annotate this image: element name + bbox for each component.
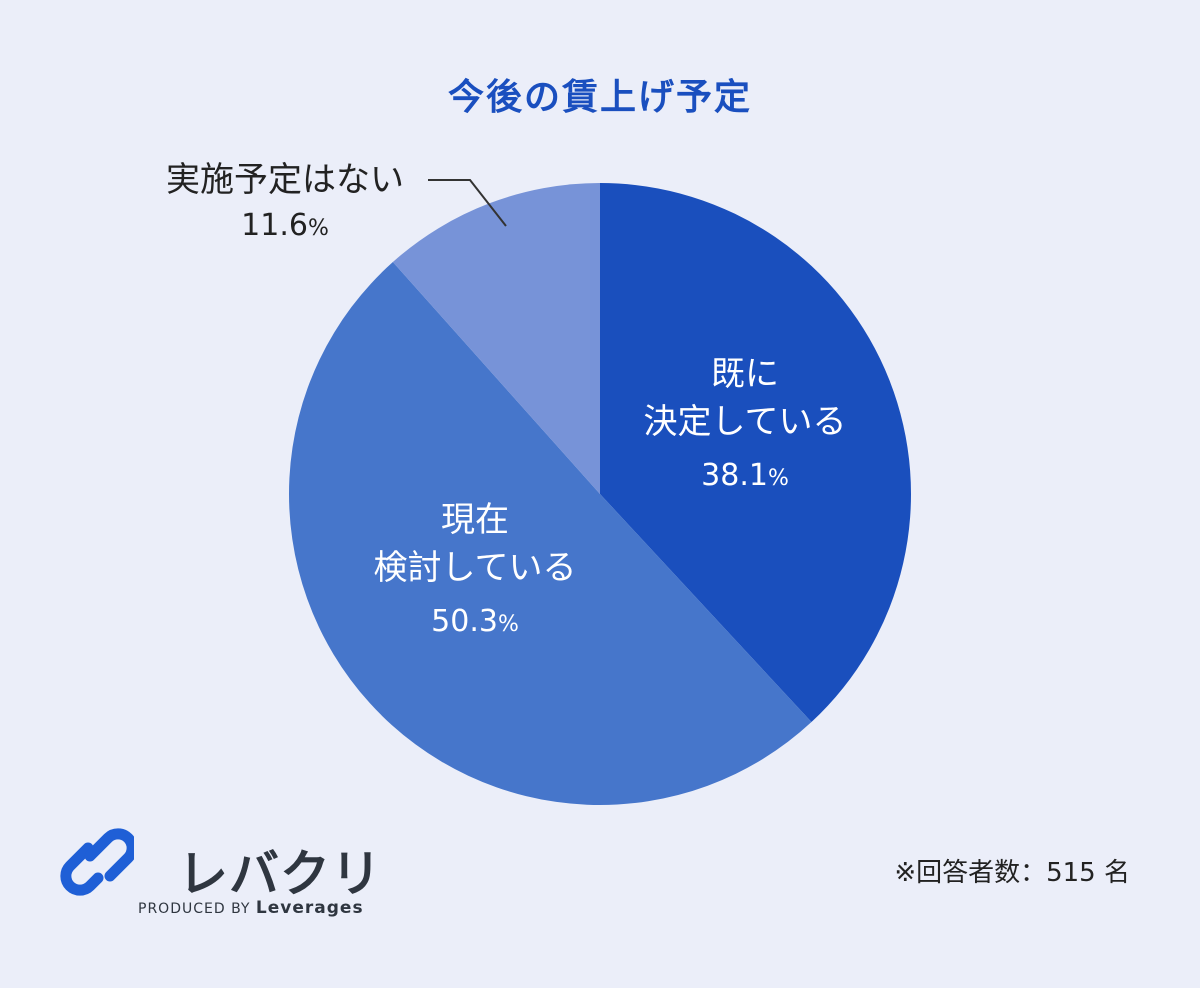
slice-label-decided-line-2: 決定している bbox=[643, 402, 847, 442]
slice-label-decided: 既に 決定している 38.1% bbox=[600, 350, 890, 493]
leader-line-none bbox=[428, 179, 507, 227]
brand-logo: レバクリ PRODUCED BY Leverages bbox=[54, 822, 381, 918]
slice-label-considering-line-2: 検討している bbox=[373, 548, 577, 588]
respondent-count-note: ※回答者数：515 名 bbox=[894, 858, 1130, 888]
brand-name: レバクリ bbox=[178, 845, 382, 903]
slice-label-considering: 現在 検討している 50.3% bbox=[330, 496, 620, 639]
slice-value-none: 11.6% bbox=[241, 208, 329, 243]
slice-none bbox=[392, 183, 600, 494]
slice-considering bbox=[289, 262, 812, 805]
chart-title: 今後の賃上げ予定 bbox=[447, 77, 752, 118]
slice-decided bbox=[600, 183, 911, 723]
slice-label-none-line-1: 実施予定はない bbox=[166, 160, 404, 200]
slice-label-decided-line-1: 既に bbox=[711, 354, 779, 394]
slice-label-considering-line-1: 現在 bbox=[441, 500, 509, 540]
link-chain-icon bbox=[60, 828, 138, 896]
brand-tagline: PRODUCED BY Leverages bbox=[138, 898, 364, 918]
slice-value-decided: 38.1% bbox=[701, 458, 789, 493]
slice-label-none: 実施予定はない 11.6% bbox=[150, 156, 420, 243]
slice-value-considering: 50.3% bbox=[431, 604, 519, 639]
